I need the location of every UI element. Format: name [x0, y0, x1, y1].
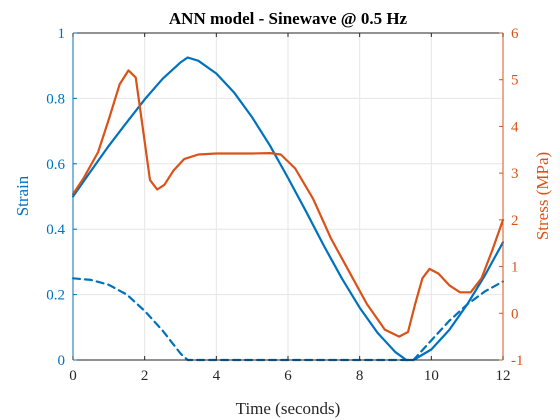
y-right-tick-label: 1: [511, 260, 519, 276]
x-tick-label: 10: [424, 368, 439, 384]
y-right-tick-label: 3: [511, 166, 519, 182]
x-tick-label: 2: [141, 368, 149, 384]
y-left-tick-label: 0.6: [46, 157, 65, 173]
x-tick-label: 6: [284, 368, 292, 384]
y-left-tick-label: 0.2: [46, 288, 65, 304]
y-right-tick-label: 5: [511, 73, 519, 89]
y-right-tick-label: 0: [511, 306, 519, 322]
y-left-tick-label: 0.4: [46, 222, 65, 238]
series-line-3: [71, 69, 505, 338]
chart-title: ANN model - Sinewave @ 0.5 Hz: [169, 9, 408, 28]
y-axis-left-label: Strain: [13, 175, 32, 216]
y-right-tick-label: 4: [511, 119, 519, 135]
y-right-tick-label: -1: [511, 353, 524, 369]
x-tick-label: 4: [213, 368, 221, 384]
grid-layer: [72, 32, 504, 361]
series-layer: [71, 56, 505, 362]
y-right-tick-label: 2: [511, 213, 519, 229]
y-left-tick-label: 0.8: [46, 91, 65, 107]
y-axis-right-label: Stress (MPa): [533, 152, 552, 240]
y-right-tick-label: 6: [511, 26, 519, 42]
y-left-tick-label: 1: [58, 26, 66, 42]
series-line-1: [71, 56, 505, 362]
series-line-2: [71, 277, 505, 362]
x-axis-label: Time (seconds): [236, 399, 341, 418]
x-tick-label: 12: [496, 368, 511, 384]
y-left-tick-label: 0: [58, 353, 66, 369]
x-tick-label: 8: [356, 368, 364, 384]
x-tick-label: 0: [69, 368, 77, 384]
